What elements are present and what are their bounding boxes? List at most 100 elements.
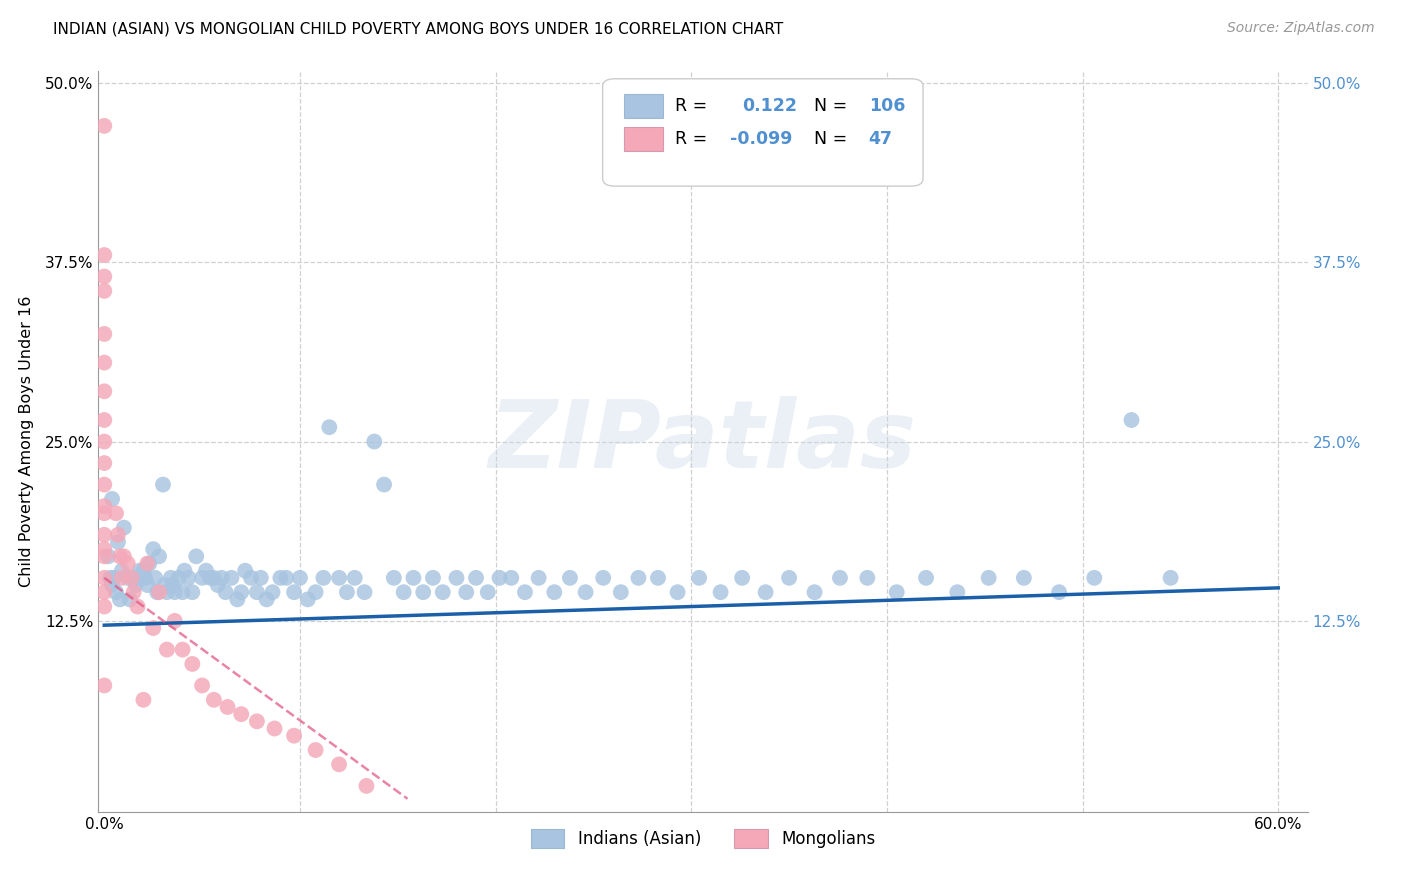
Point [159,571,181,585]
Point [191,571,214,585]
Point [93,434,115,449]
FancyBboxPatch shape [624,127,664,151]
Point [122,585,145,599]
Point [138,557,160,571]
Point [181,585,204,599]
Point [93,456,115,470]
Point [108,549,131,564]
Text: ZIPatlas: ZIPatlas [489,395,917,488]
Point [93,571,115,585]
Point [136,557,159,571]
Point [465,571,488,585]
Text: Source: ZipAtlas.com: Source: ZipAtlas.com [1227,21,1375,36]
Point [146,585,169,599]
Legend: Indians (Asian), Mongolians: Indians (Asian), Mongolians [523,821,883,856]
Point [977,571,1000,585]
Point [353,585,375,599]
Point [363,434,385,449]
Point [93,499,115,513]
Point [93,413,115,427]
Point [132,564,155,578]
Point [627,571,650,585]
Point [202,693,225,707]
FancyBboxPatch shape [624,95,664,118]
Point [382,571,405,585]
Point [93,542,115,557]
Text: -0.099: -0.099 [730,129,792,148]
Point [152,477,174,491]
Point [828,571,851,585]
Text: R =: R = [675,97,707,115]
Point [93,528,115,542]
Point [134,571,156,585]
Point [132,693,155,707]
Point [412,585,434,599]
Point [181,657,204,671]
Point [153,578,176,592]
Point [240,571,263,585]
Point [283,585,305,599]
Point [93,477,115,491]
Text: N =: N = [814,97,848,115]
Point [211,571,233,585]
Point [288,571,311,585]
Point [233,564,256,578]
Point [543,585,565,599]
Point [477,585,499,599]
Point [246,714,269,729]
Point [1160,571,1182,585]
Point [778,571,800,585]
Point [688,571,710,585]
Point [886,585,908,599]
Point [343,571,366,585]
Point [173,564,195,578]
Point [111,571,134,585]
Point [328,571,350,585]
Text: 47: 47 [869,129,893,148]
FancyBboxPatch shape [603,78,924,186]
Point [647,571,669,585]
Point [117,571,139,585]
Point [256,592,278,607]
Point [946,585,969,599]
Point [167,571,190,585]
Point [328,757,350,772]
Point [131,571,153,585]
Point [501,571,523,585]
Point [731,571,754,585]
Point [276,571,298,585]
Point [108,592,131,607]
Point [93,384,115,399]
Point [143,571,166,585]
Point [446,571,468,585]
Point [127,599,149,614]
Point [101,491,124,506]
Text: N =: N = [814,129,848,148]
Point [186,549,208,564]
Point [191,678,214,692]
Point [432,585,454,599]
Point [195,564,218,578]
Point [231,585,253,599]
Point [231,707,253,722]
Point [93,119,115,133]
Point [156,642,179,657]
Point [118,592,141,607]
Point [121,571,143,585]
Point [283,729,305,743]
Point [117,557,139,571]
Point [263,722,285,736]
Point [172,585,194,599]
Point [101,578,124,592]
Point [93,599,115,614]
Point [93,549,115,564]
Point [93,326,115,341]
Point [214,585,236,599]
Point [105,506,128,520]
Point [163,585,186,599]
Point [402,571,425,585]
Point [262,585,284,599]
Point [107,535,129,549]
Point [318,420,340,434]
Point [246,585,269,599]
